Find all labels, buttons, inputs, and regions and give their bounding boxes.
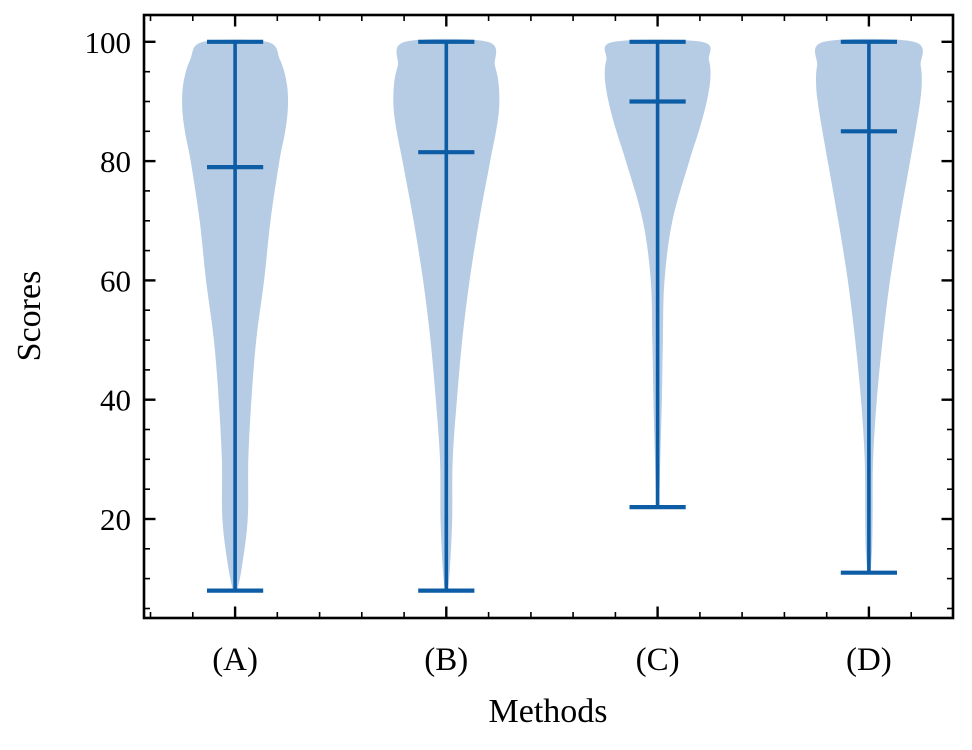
y-tick-label: 100 [85,25,132,60]
tick-labels-layer: 20 40 60 80 100 (A) (B) (C) (D) [85,25,892,678]
x-axis-label: Methods [489,693,608,730]
violins-layer [182,38,923,591]
whiskers-layer [207,39,897,593]
y-axis-label: Scores [11,271,48,362]
y-tick-label: 20 [100,502,131,537]
ticks-layer [144,15,953,618]
y-tick-label: 60 [100,263,131,298]
x-category-label: (C) [636,642,680,678]
x-category-label: (B) [424,642,468,678]
plot-frame [142,13,955,620]
x-category-label: (A) [212,642,258,678]
x-category-label: (D) [846,642,892,678]
y-tick-label: 40 [100,383,131,418]
y-tick-label: 80 [100,144,131,179]
